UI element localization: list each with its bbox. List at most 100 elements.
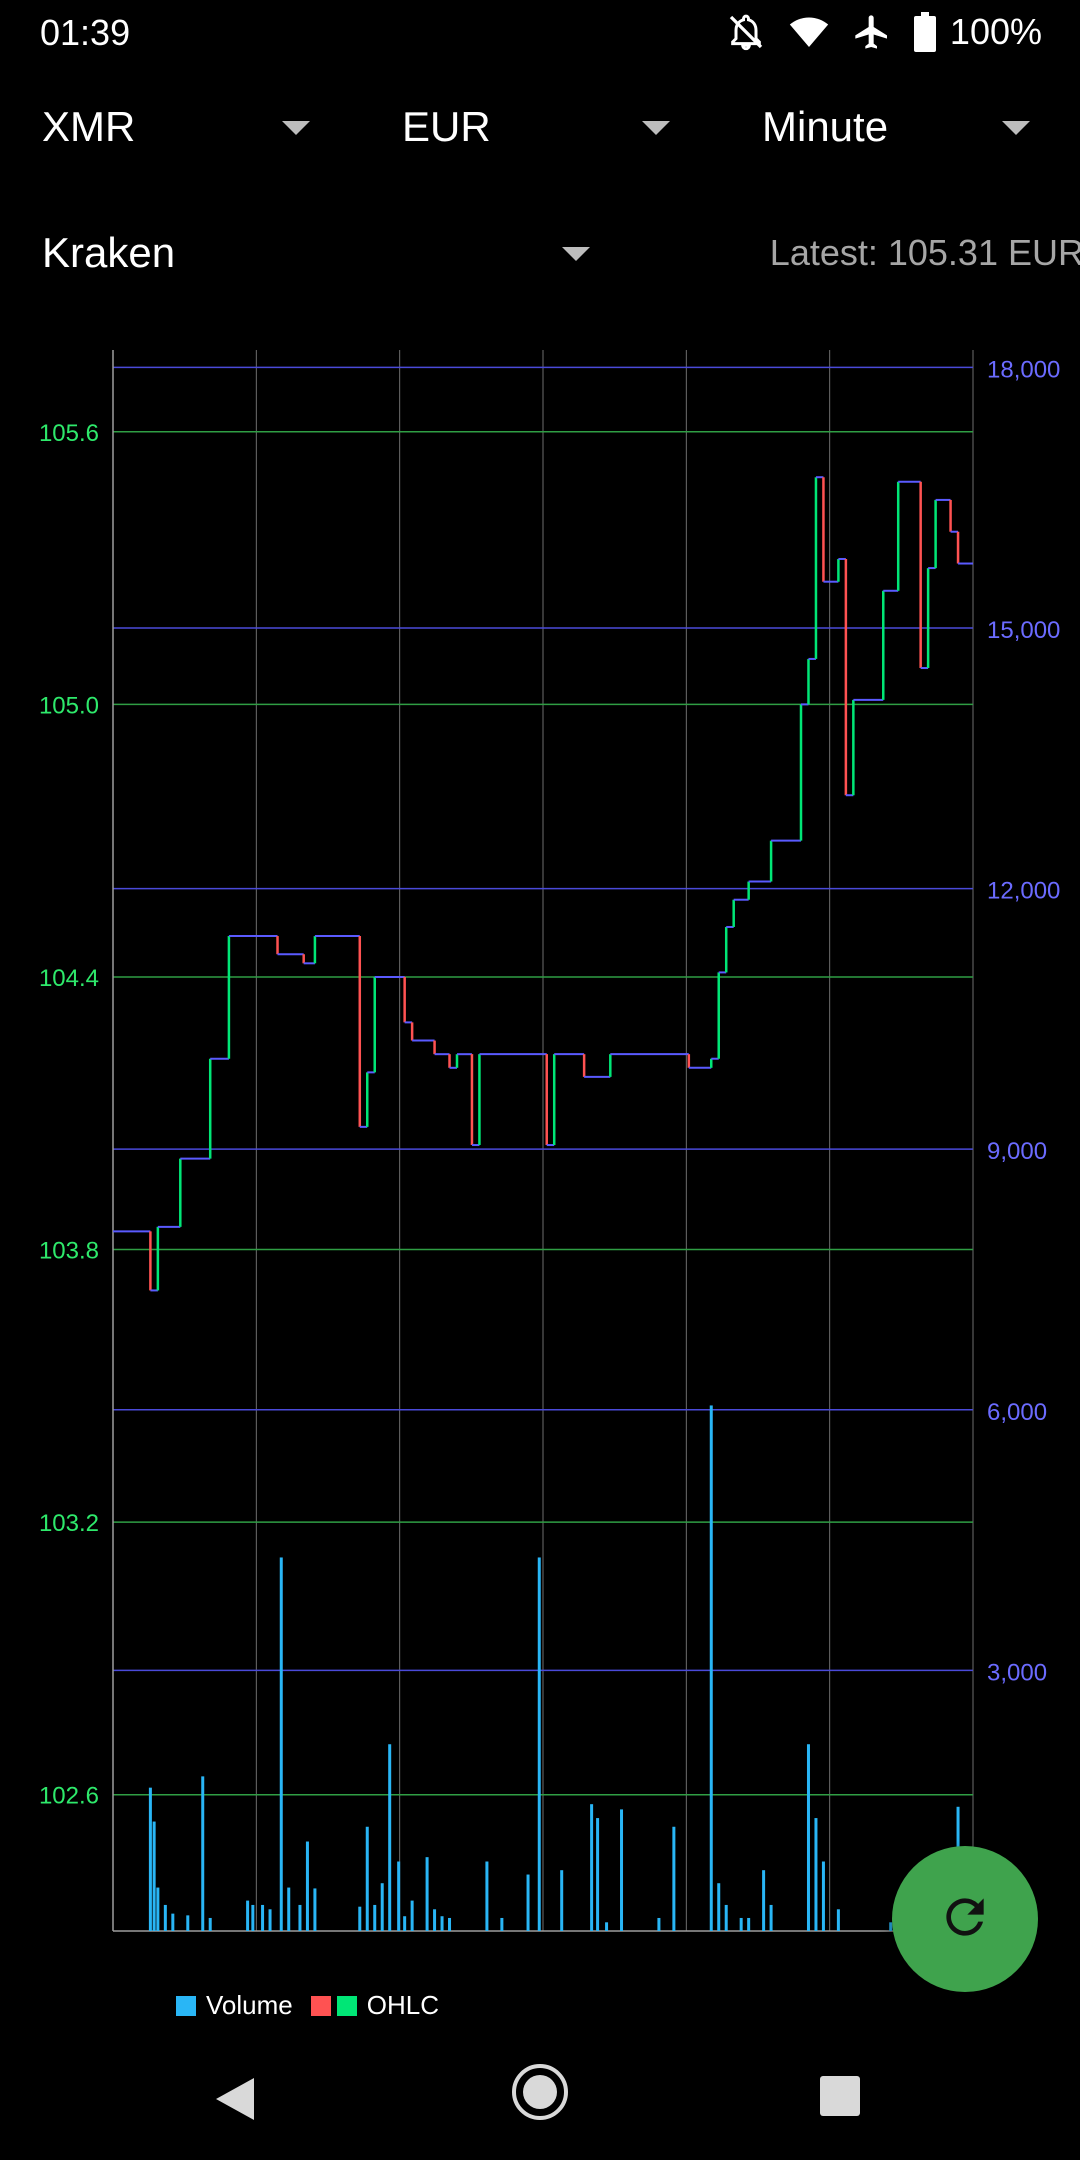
volume-bar (657, 1917, 661, 1931)
volume-bars (148, 1405, 960, 1931)
coin-dropdown[interactable]: XMR (42, 92, 310, 162)
status-bar: 01:39 100% (0, 0, 1080, 66)
recents-icon[interactable] (820, 2076, 860, 2121)
price-axis-tick-label: 105.0 (39, 692, 99, 719)
chart-legend: Volume OHLC (176, 1990, 439, 2021)
volume-bar (410, 1900, 414, 1931)
wifi-icon (788, 12, 830, 52)
volume-bar (526, 1874, 530, 1931)
volume-bar (440, 1916, 444, 1931)
status-time: 01:39 (40, 12, 131, 53)
exchange-dropdown-value: Kraken (42, 229, 176, 276)
price-axis-tick-label: 103.2 (39, 1510, 99, 1537)
volume-bar (373, 1904, 377, 1931)
interval-dropdown[interactable]: Minute (762, 92, 1030, 162)
volume-bar (268, 1909, 272, 1931)
volume-bar (246, 1900, 250, 1931)
currency-dropdown-value: EUR (402, 103, 491, 150)
volume-legend-swatch (176, 1995, 196, 2016)
volume-bar (672, 1826, 676, 1931)
status-icons: 100% (726, 10, 1042, 54)
volume-bar (305, 1841, 309, 1931)
battery-percent: 100% (949, 11, 1042, 52)
volume-bar (156, 1887, 160, 1931)
refresh-button[interactable] (892, 1846, 1038, 1992)
price-axis-tick-label: 105.6 (39, 420, 99, 447)
volume-bar (769, 1904, 773, 1931)
volume-bar (148, 1787, 152, 1931)
volume-bar (358, 1906, 362, 1931)
volume-bar (208, 1917, 212, 1931)
volume-bar (485, 1861, 489, 1931)
volume-axis-tick-label: 3,000 (987, 1659, 1047, 1686)
volume-bar (739, 1917, 743, 1931)
volume-bar (425, 1857, 429, 1931)
volume-bar (365, 1826, 369, 1931)
chevron-down-icon (642, 121, 670, 135)
volume-bar (171, 1913, 175, 1931)
axis-labels: 3,000 6,000 9,000 12,000 15,000 18,000 102.6 10… (39, 356, 1060, 1809)
ohlc-legend-label: OHLC (366, 1990, 439, 2020)
volume-bar (709, 1405, 713, 1931)
volume-bar (152, 1821, 156, 1931)
volume-bar (298, 1904, 302, 1931)
refresh-icon (937, 1889, 993, 1950)
volume-bar (433, 1909, 437, 1931)
volume-legend-label: Volume (206, 1990, 293, 2020)
volume-bar (814, 1818, 818, 1931)
volume-bar (590, 1804, 594, 1931)
price-volume-chart[interactable]: 3,000 6,000 9,000 12,000 15,000 18,000 102.6 10… (0, 350, 1080, 1950)
volume-bar (821, 1861, 825, 1931)
volume-axis-tick-label: 15,000 (987, 617, 1060, 644)
exchange-dropdown[interactable]: Kraken (42, 218, 590, 288)
volume-bar (380, 1883, 384, 1931)
home-icon[interactable] (510, 2062, 570, 2127)
volume-bar (724, 1904, 728, 1931)
interval-dropdown-value: Minute (762, 103, 889, 150)
volume-bar (261, 1904, 265, 1931)
volume-bar (397, 1861, 401, 1931)
navigation-bar (0, 2040, 1080, 2160)
airplane-icon (852, 12, 892, 52)
volume-bar (279, 1557, 283, 1931)
volume-bar (836, 1909, 840, 1931)
back-icon[interactable] (214, 2076, 256, 2127)
volume-bar (313, 1888, 317, 1931)
volume-axis-tick-label: 12,000 (987, 878, 1060, 905)
volume-axis-tick-label: 18,000 (987, 356, 1060, 383)
volume-bar (762, 1870, 766, 1931)
volume-bar (186, 1915, 190, 1931)
notifications-off-icon (726, 12, 766, 52)
volume-bar (605, 1922, 609, 1931)
volume-bar (747, 1917, 751, 1931)
volume-bar (620, 1809, 624, 1931)
price-axis-tick-label: 102.6 (39, 1783, 99, 1810)
chart-grid (112, 350, 974, 1932)
volume-bar (403, 1916, 407, 1931)
price-axis-tick-label: 104.4 (39, 965, 99, 992)
volume-bar (717, 1883, 721, 1931)
volume-axis-tick-label: 9,000 (987, 1138, 1047, 1165)
volume-bar (201, 1776, 205, 1931)
chevron-down-icon (282, 121, 310, 135)
chevron-down-icon (562, 247, 590, 261)
volume-bar (560, 1870, 564, 1931)
chevron-down-icon (1002, 121, 1030, 135)
volume-bar (889, 1922, 893, 1931)
volume-axis-tick-label: 6,000 (987, 1399, 1047, 1426)
coin-dropdown-value: XMR (42, 103, 136, 150)
ohlc-up-legend-swatch (336, 1995, 357, 2016)
volume-bar (251, 1904, 255, 1931)
latest-price: Latest: 105.31 EUR (769, 232, 1080, 273)
volume-bar (537, 1557, 541, 1931)
price-series (113, 476, 973, 1292)
ohlc-down-legend-swatch (310, 1995, 331, 2016)
volume-bar (448, 1917, 452, 1931)
volume-bar (596, 1818, 600, 1931)
currency-dropdown[interactable]: EUR (402, 92, 670, 162)
battery-icon (913, 12, 936, 52)
volume-bar (500, 1917, 504, 1931)
price-axis-tick-label: 103.8 (39, 1238, 99, 1265)
volume-bar (806, 1744, 810, 1931)
volume-bar (287, 1887, 291, 1931)
